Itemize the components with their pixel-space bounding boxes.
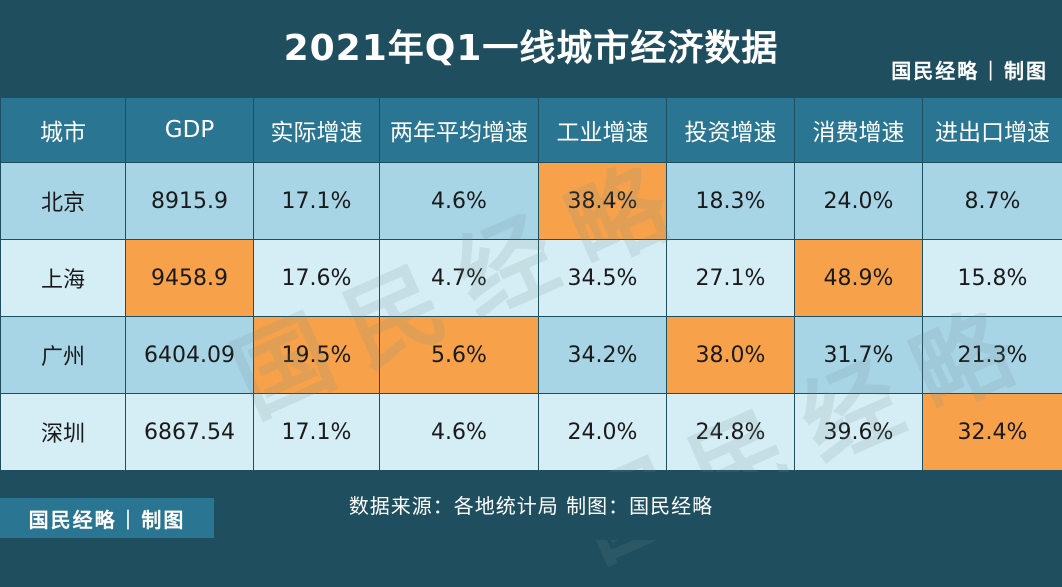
value-cell: 31.7% xyxy=(795,317,922,393)
column-header: GDP xyxy=(126,98,253,162)
value-cell: 24.0% xyxy=(539,394,666,470)
value-cell: 48.9% xyxy=(795,240,922,316)
value-cell: 34.5% xyxy=(539,240,666,316)
value-cell: 15.8% xyxy=(923,240,1062,316)
value-cell: 24.0% xyxy=(795,163,922,239)
value-cell: 8.7% xyxy=(923,163,1062,239)
brand-badge-top: 国民经略 | 制图 xyxy=(891,50,1048,88)
value-cell: 4.6% xyxy=(380,394,538,470)
brand-name: 国民经略 xyxy=(28,507,117,532)
table-row: 上海 9458.9 17.6% 4.7% 34.5% 27.1% 48.9% 15.8% xyxy=(1,240,1062,316)
value-cell: 6404.09 xyxy=(126,317,253,393)
city-cell: 广州 xyxy=(1,317,125,393)
footer: 数据来源：各地统计局 制图：国民经略 国民经略 | 制图 xyxy=(0,472,1062,540)
value-cell: 4.6% xyxy=(380,163,538,239)
table-row: 深圳 6867.54 17.1% 4.6% 24.0% 24.8% 39.6% 32.4% xyxy=(1,394,1062,470)
column-header: 工业增速 xyxy=(539,98,666,162)
chart-title: 2021年Q1一线城市经济数据 xyxy=(283,28,779,69)
table-header-row: 城市 GDP 实际增速 两年平均增速 工业增速 投资增速 消费增速 进出口增速 xyxy=(1,98,1062,162)
column-header: 投资增速 xyxy=(667,98,794,162)
data-table: 城市 GDP 实际增速 两年平均增速 工业增速 投资增速 消费增速 进出口增速 北京 8915.… xyxy=(0,97,1062,471)
table-body: 北京 8915.9 17.1% 4.6% 38.4% 18.3% 24.0% 8.7% 上海 94… xyxy=(1,163,1062,470)
value-cell: 17.1% xyxy=(254,394,379,470)
value-cell: 18.3% xyxy=(667,163,794,239)
city-cell: 深圳 xyxy=(1,394,125,470)
brand-suffix: 制图 xyxy=(141,507,186,532)
brand-badge-bottom: 国民经略 | 制图 xyxy=(0,498,214,538)
city-cell: 北京 xyxy=(1,163,125,239)
value-cell: 6867.54 xyxy=(126,394,253,470)
value-cell: 9458.9 xyxy=(126,240,253,316)
value-cell: 21.3% xyxy=(923,317,1062,393)
value-cell: 32.4% xyxy=(923,394,1062,470)
value-cell: 34.2% xyxy=(539,317,666,393)
value-cell: 17.1% xyxy=(254,163,379,239)
value-cell: 5.6% xyxy=(380,317,538,393)
value-cell: 38.4% xyxy=(539,163,666,239)
source-note: 数据来源：各地统计局 制图：国民经略 xyxy=(348,494,714,518)
value-cell: 39.6% xyxy=(795,394,922,470)
brand-name: 国民经略 xyxy=(891,58,980,83)
value-cell: 24.8% xyxy=(667,394,794,470)
value-cell: 4.7% xyxy=(380,240,538,316)
brand-suffix: 制图 xyxy=(1004,58,1048,83)
column-header: 城市 xyxy=(1,98,125,162)
brand-separator: | xyxy=(124,506,134,530)
title-bar: 2021年Q1一线城市经济数据 国民经略 | 制图 xyxy=(0,0,1062,97)
table-row: 广州 6404.09 19.5% 5.6% 34.2% 38.0% 31.7% 21.3% xyxy=(1,317,1062,393)
value-cell: 19.5% xyxy=(254,317,379,393)
value-cell: 38.0% xyxy=(667,317,794,393)
value-cell: 27.1% xyxy=(667,240,794,316)
value-cell: 8915.9 xyxy=(126,163,253,239)
column-header: 进出口增速 xyxy=(923,98,1062,162)
table-row: 北京 8915.9 17.1% 4.6% 38.4% 18.3% 24.0% 8.7% xyxy=(1,163,1062,239)
column-header: 实际增速 xyxy=(254,98,379,162)
city-cell: 上海 xyxy=(1,240,125,316)
column-header: 两年平均增速 xyxy=(380,98,538,162)
brand-separator: | xyxy=(987,57,996,81)
column-header: 消费增速 xyxy=(795,98,922,162)
value-cell: 17.6% xyxy=(254,240,379,316)
